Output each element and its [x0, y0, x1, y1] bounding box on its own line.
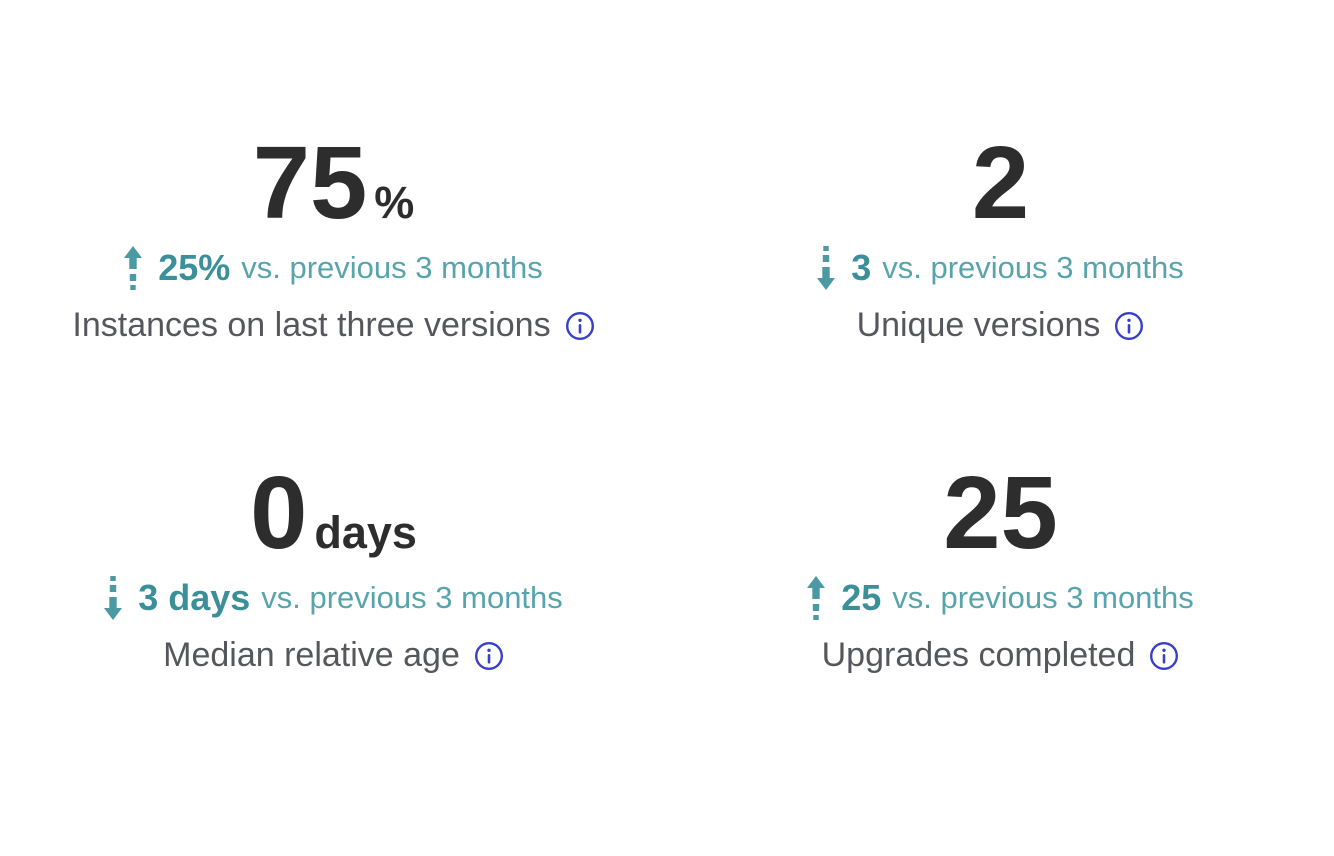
metric-value: 0 days [250, 461, 417, 564]
metric-card-instances-on-last-three-versions: 75% 25% vs. previous 3 months Instances … [0, 0, 667, 428]
metric-label: Instances on last three versions [72, 306, 551, 344]
metric-card-upgrades-completed: 25 25 vs. previous 3 months Upgrades com… [667, 428, 1334, 856]
info-icon[interactable] [1149, 641, 1179, 671]
metric-label-line: Upgrades completed [822, 636, 1180, 675]
metric-card-unique-versions: 2 3 vs. previous 3 months Unique version… [667, 0, 1334, 428]
metric-value-suffix: days [314, 507, 417, 558]
metric-change: 25 vs. previous 3 months [807, 576, 1194, 620]
change-comparison-text: vs. previous 3 months [892, 580, 1194, 615]
metric-label-line: Median relative age [163, 636, 504, 675]
arrow-down-dashed-icon [817, 246, 836, 290]
metric-change: 3 days vs. previous 3 months [104, 576, 563, 620]
change-value: 25 [841, 577, 882, 618]
metric-value-number: 25 [943, 455, 1058, 570]
metric-value-number: 2 [971, 125, 1030, 240]
info-icon[interactable] [1114, 311, 1144, 341]
metric-value-number: 75 [252, 125, 368, 240]
metric-label-line: Unique versions [857, 306, 1145, 345]
metric-card-median-relative-age: 0 days 3 days vs. previous 3 months Media… [0, 428, 667, 856]
change-value: 3 [851, 247, 872, 288]
metric-change: 3 vs. previous 3 months [817, 246, 1184, 290]
info-icon[interactable] [565, 311, 595, 341]
arrow-up-dashed-icon [807, 576, 826, 620]
metric-label-line: Instances on last three versions [72, 306, 594, 345]
change-comparison-text: vs. previous 3 months [261, 580, 563, 615]
change-value: 25% [158, 247, 231, 288]
change-comparison-text: vs. previous 3 months [882, 250, 1184, 285]
metric-value: 2 [972, 131, 1029, 234]
arrow-up-dashed-icon [124, 246, 143, 290]
metric-label: Unique versions [856, 306, 1101, 344]
info-icon[interactable] [474, 641, 504, 671]
metric-label: Median relative age [163, 636, 460, 674]
metric-value-number: 0 [250, 455, 308, 570]
metric-value-suffix: % [374, 177, 415, 228]
metric-value: 25 [943, 461, 1058, 564]
metric-value: 75% [253, 131, 415, 234]
metric-label: Upgrades completed [821, 636, 1136, 674]
arrow-down-dashed-icon [104, 576, 123, 620]
change-comparison-text: vs. previous 3 months [241, 250, 543, 285]
change-value: 3 days [138, 577, 251, 618]
metric-change: 25% vs. previous 3 months [124, 246, 543, 290]
